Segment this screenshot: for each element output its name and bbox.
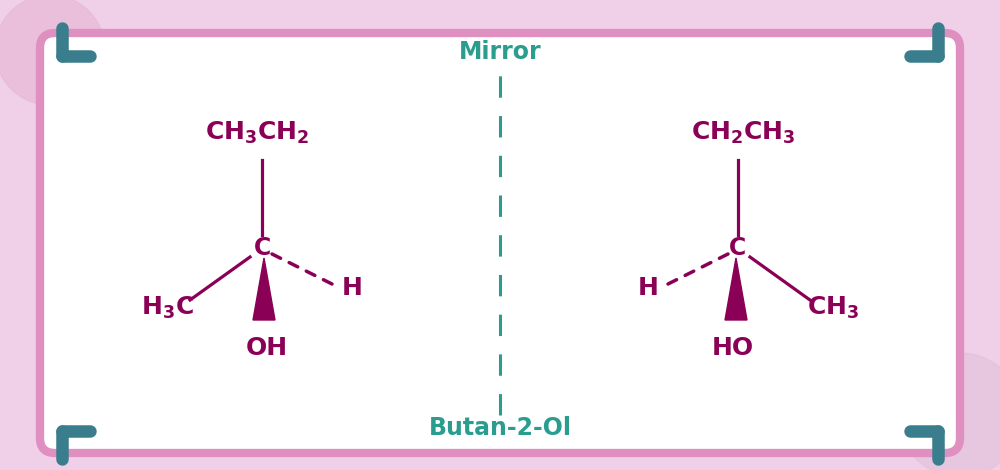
Text: $\mathbf{CH_3}$: $\mathbf{CH_3}$ (807, 295, 859, 321)
Text: OH: OH (246, 336, 288, 360)
Text: $\mathbf{H_3C}$: $\mathbf{H_3C}$ (141, 295, 193, 321)
Text: Mirror: Mirror (459, 40, 541, 64)
Polygon shape (253, 258, 275, 320)
Text: C: C (729, 236, 747, 260)
Circle shape (898, 353, 1000, 470)
Circle shape (0, 0, 105, 105)
Text: $\mathbf{CH_2CH_3}$: $\mathbf{CH_2CH_3}$ (691, 120, 795, 146)
Text: HO: HO (712, 336, 754, 360)
FancyBboxPatch shape (40, 33, 960, 453)
Polygon shape (725, 258, 747, 320)
Text: Butan-2-Ol: Butan-2-Ol (429, 416, 572, 440)
Text: $\mathbf{CH_3CH_2}$: $\mathbf{CH_3CH_2}$ (205, 120, 309, 146)
Text: H: H (342, 276, 362, 300)
Text: H: H (638, 276, 658, 300)
Text: C: C (253, 236, 271, 260)
